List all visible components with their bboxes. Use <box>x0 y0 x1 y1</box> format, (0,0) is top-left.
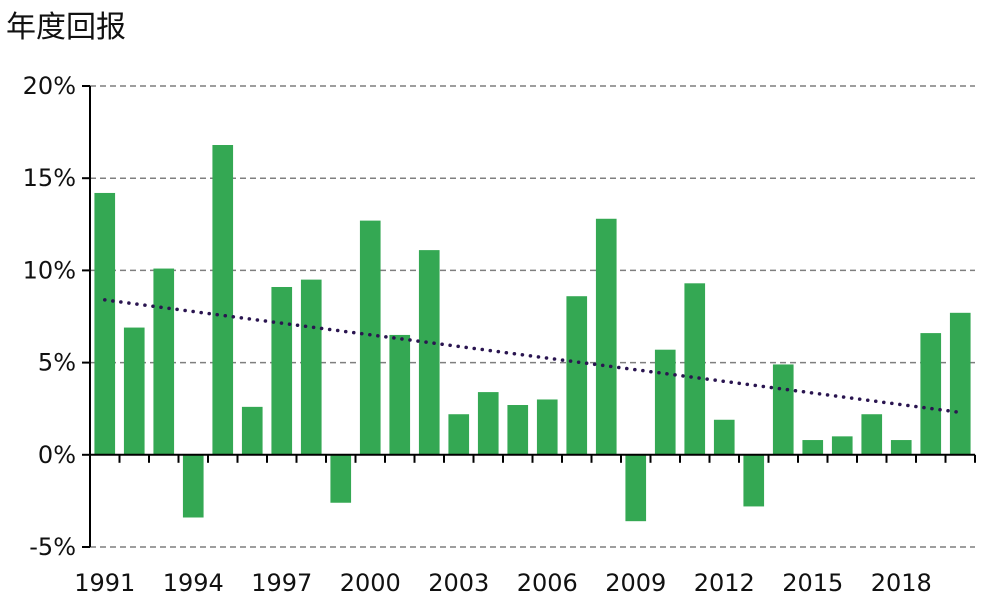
bar-1994 <box>182 454 204 518</box>
bar-2000 <box>359 220 381 455</box>
bar-1997 <box>271 286 293 455</box>
bar-1995 <box>212 145 234 455</box>
bar-1993 <box>153 268 175 455</box>
x-tick-label: 2003 <box>428 569 489 597</box>
bar-2015 <box>802 440 824 455</box>
bar-2008 <box>595 218 617 455</box>
y-tick-label: 15% <box>23 164 76 192</box>
x-tick-label: 1997 <box>251 569 312 597</box>
x-tick-label: 2018 <box>871 569 932 597</box>
x-tick-label: 2009 <box>605 569 666 597</box>
bar-2009 <box>625 454 647 522</box>
bar-2020 <box>949 312 971 455</box>
bar-2019 <box>920 333 942 455</box>
y-tick-label: 20% <box>23 72 76 100</box>
bar-1999 <box>330 454 352 503</box>
bar-1998 <box>300 279 322 455</box>
bar-1991 <box>94 192 116 455</box>
y-tick-label: 10% <box>23 256 76 284</box>
x-tick-label: 1991 <box>74 569 135 597</box>
bar-2005 <box>507 405 529 455</box>
y-tick-label: 0% <box>38 441 76 469</box>
bar-2007 <box>566 296 588 455</box>
bar-2001 <box>389 334 411 455</box>
bar-2014 <box>772 364 794 455</box>
bar-2018 <box>890 440 912 455</box>
y-tick-label: 5% <box>38 349 76 377</box>
x-tick-label: 2012 <box>694 569 755 597</box>
bar-1992 <box>123 327 145 455</box>
bar-2003 <box>448 414 470 455</box>
bar-2010 <box>654 349 676 455</box>
bar-2006 <box>536 399 558 455</box>
bar-2011 <box>684 283 706 455</box>
bar-2013 <box>743 454 765 507</box>
bar-2012 <box>713 419 735 455</box>
bar-2017 <box>861 414 883 455</box>
chart-title: 年度回报 <box>6 10 126 45</box>
bar-1996 <box>241 406 263 455</box>
bar-2004 <box>477 392 499 455</box>
x-tick-label: 2000 <box>340 569 401 597</box>
x-tick-label: 2006 <box>517 569 578 597</box>
bar-2016 <box>831 436 853 455</box>
y-tick-label: -5% <box>29 533 76 561</box>
x-tick-label: 2015 <box>782 569 843 597</box>
bar-2002 <box>418 250 440 455</box>
x-tick-label: 1994 <box>163 569 224 597</box>
